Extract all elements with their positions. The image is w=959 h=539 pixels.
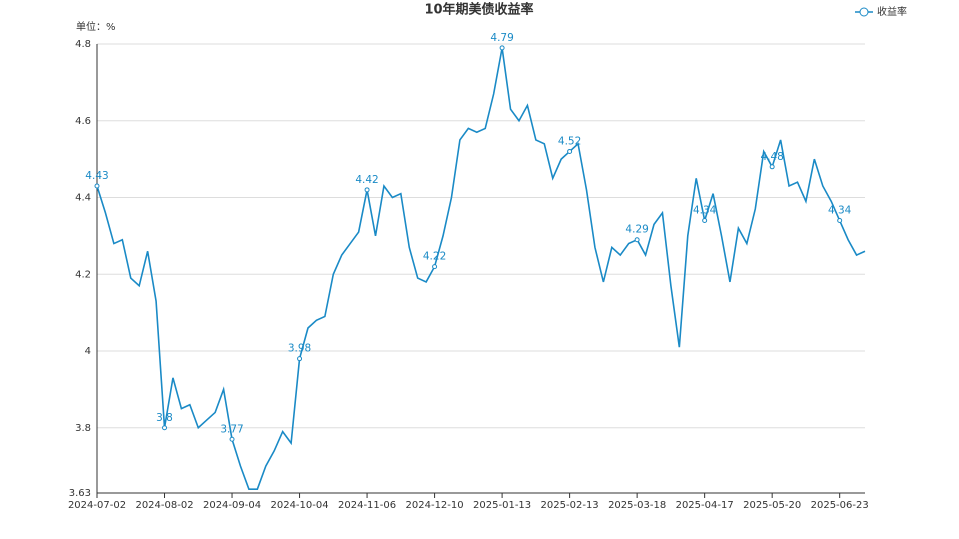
point-marker	[297, 356, 303, 362]
data-label: 3.77	[220, 423, 243, 435]
point-marker	[364, 187, 370, 193]
point-marker	[499, 45, 505, 51]
point-marker	[769, 164, 775, 170]
data-label: 4.52	[558, 135, 581, 147]
y-tick-label: 4.2	[75, 269, 91, 280]
point-marker	[432, 264, 438, 270]
y-tick-label: 4.8	[75, 39, 91, 50]
legend-label[interactable]: 收益率	[877, 5, 907, 18]
y-tick-label: 4.4	[75, 193, 91, 204]
data-label: 4.29	[625, 224, 648, 236]
x-tick-label: 2024-07-02	[68, 500, 126, 511]
x-tick-label: 2024-08-02	[135, 500, 193, 511]
point-marker	[634, 237, 640, 243]
y-tick-label: 4.6	[75, 116, 91, 127]
data-label: 4.34	[693, 205, 717, 217]
point-marker	[94, 183, 100, 189]
legend-icon	[859, 7, 869, 17]
x-tick-label: 2025-04-17	[676, 500, 734, 511]
x-tick-label: 2025-05-20	[743, 500, 801, 511]
point-marker	[229, 436, 235, 442]
line-series	[96, 47, 866, 490]
point-marker	[702, 218, 708, 224]
unit-label: 单位：%	[76, 20, 116, 33]
x-tick-label: 2024-11-06	[338, 500, 396, 511]
x-tick-label: 2025-03-18	[608, 500, 666, 511]
chart-title: 10年期美债收益率	[424, 2, 533, 18]
data-label: 3.98	[288, 343, 311, 355]
data-label: 4.34	[828, 205, 852, 217]
y-tick-label: 3.63	[69, 488, 91, 499]
data-label: 4.42	[355, 174, 378, 186]
point-marker	[837, 218, 843, 224]
data-label: 3.8	[156, 412, 173, 424]
data-label: 4.79	[490, 32, 513, 44]
data-label: 4.48	[760, 151, 783, 163]
point-marker	[567, 148, 573, 154]
x-tick-label: 2025-01-13	[473, 500, 531, 511]
x-tick-label: 2025-06-23	[811, 500, 869, 511]
x-tick-label: 2024-09-04	[203, 500, 261, 511]
x-tick-label: 2025-02-13	[541, 500, 599, 511]
x-tick-label: 2024-12-10	[406, 500, 464, 511]
data-label: 4.22	[423, 251, 446, 263]
point-marker	[162, 425, 168, 431]
data-label: 4.43	[85, 170, 108, 182]
y-tick-label: 4	[85, 346, 91, 357]
x-tick-label: 2024-10-04	[270, 500, 328, 511]
y-tick-label: 3.8	[75, 423, 91, 434]
